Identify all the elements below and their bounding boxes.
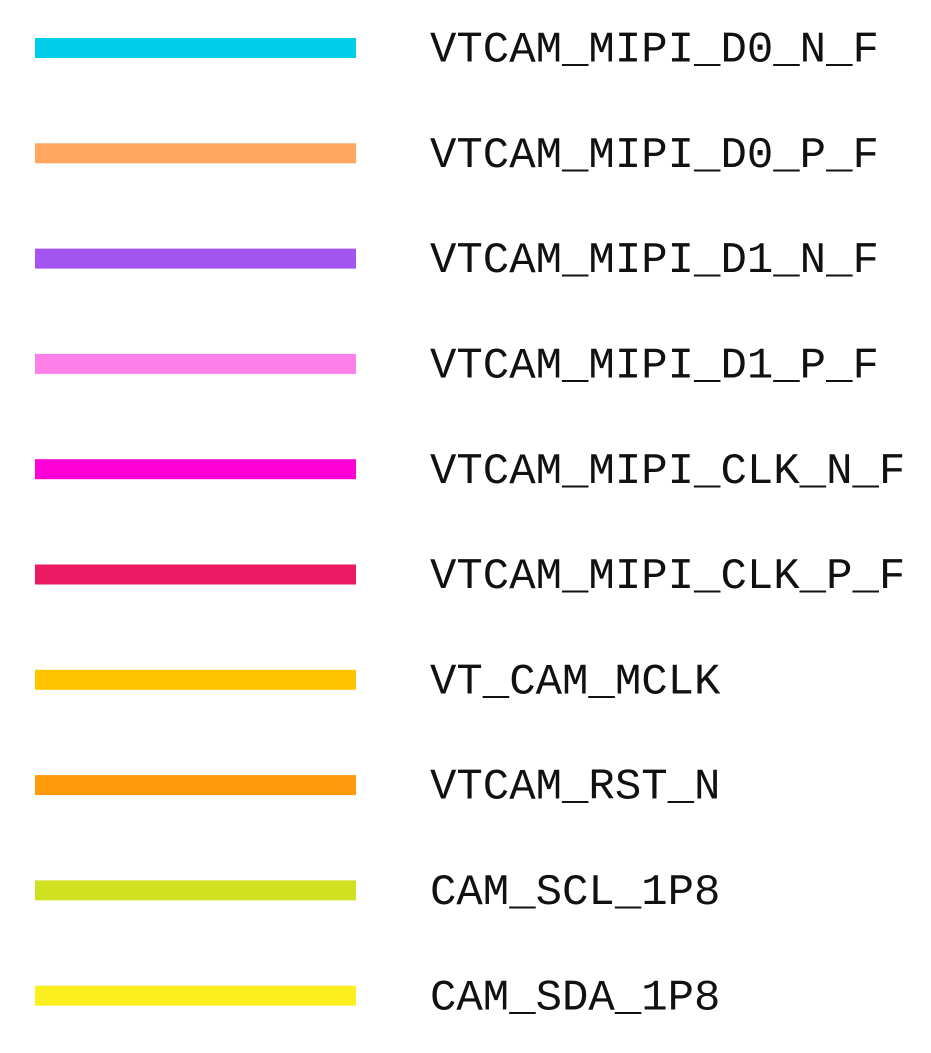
legend-label: VTCAM_MIPI_D0_N_F xyxy=(430,26,879,76)
legend-swatch xyxy=(35,985,356,1006)
legend-label: VTCAM_RST_N xyxy=(430,763,720,813)
legend-label: CAM_SDA_1P8 xyxy=(430,973,720,1023)
legend-swatch xyxy=(35,353,356,374)
legend-label: VTCAM_MIPI_CLK_N_F xyxy=(430,447,905,497)
legend-label: VTCAM_MIPI_CLK_P_F xyxy=(430,552,905,602)
legend-swatch xyxy=(35,775,356,796)
legend-label: CAM_SCL_1P8 xyxy=(430,868,720,918)
legend-label: VTCAM_MIPI_D1_N_F xyxy=(430,236,879,286)
legend-label: VTCAM_MIPI_D1_P_F xyxy=(430,342,879,392)
legend-swatch xyxy=(35,669,356,690)
legend-swatch xyxy=(35,880,356,901)
legend-swatch xyxy=(35,459,356,480)
legend-label: VTCAM_MIPI_D0_P_F xyxy=(430,131,879,181)
legend-label: VT_CAM_MCLK xyxy=(430,657,721,707)
legend-swatch xyxy=(35,248,356,269)
legend-swatch xyxy=(35,143,356,164)
legend-swatch xyxy=(35,564,356,585)
legend-swatch xyxy=(35,38,356,58)
